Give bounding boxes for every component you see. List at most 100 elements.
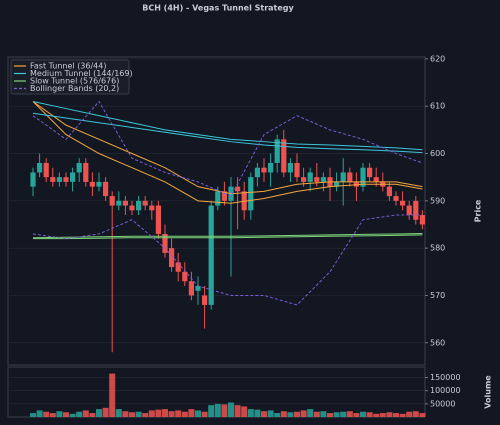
candle-body bbox=[334, 181, 340, 187]
volume-bar bbox=[366, 412, 373, 417]
volume-bar bbox=[313, 411, 320, 417]
candle-body bbox=[386, 186, 392, 197]
candle-body bbox=[103, 181, 109, 197]
volume-bar bbox=[76, 411, 83, 417]
candle-body bbox=[340, 172, 346, 182]
overlay-line bbox=[32, 101, 423, 195]
volume-bar bbox=[399, 413, 406, 417]
candle-body bbox=[122, 200, 128, 206]
y-tick-label: 580 bbox=[430, 244, 445, 253]
volume-bar bbox=[188, 409, 195, 417]
volume-bar bbox=[201, 411, 208, 417]
candle-body bbox=[281, 139, 287, 173]
volume-bar bbox=[102, 407, 109, 417]
candle-body bbox=[136, 200, 142, 211]
volume-bar bbox=[254, 409, 261, 417]
volume-bar bbox=[412, 411, 419, 417]
volume-bar bbox=[36, 410, 43, 417]
volume-bar bbox=[360, 411, 366, 417]
volume-bar bbox=[300, 410, 307, 417]
candle-body bbox=[129, 205, 135, 211]
volume-bar bbox=[82, 410, 89, 417]
candle-body bbox=[261, 167, 267, 173]
candle-body bbox=[43, 162, 49, 178]
price-panel bbox=[7, 56, 426, 366]
volume-bar bbox=[333, 412, 340, 417]
volume-bar bbox=[274, 413, 281, 417]
candle-body bbox=[182, 271, 188, 282]
y-tick-label: 620 bbox=[430, 54, 445, 63]
y-tick-label: 600 bbox=[430, 149, 445, 158]
candle-body bbox=[37, 162, 43, 173]
candle-body bbox=[320, 177, 326, 182]
volume-bar bbox=[96, 409, 102, 417]
candle-body bbox=[70, 172, 76, 182]
volume-bar bbox=[162, 409, 168, 417]
volume-bar bbox=[247, 409, 254, 417]
candle-body bbox=[76, 162, 82, 173]
volume-bar bbox=[267, 410, 274, 417]
candle-body bbox=[254, 167, 260, 178]
overlay-line bbox=[32, 100, 423, 197]
candle-body bbox=[89, 181, 95, 187]
volume-bar bbox=[373, 413, 380, 417]
volume-bar bbox=[346, 411, 353, 417]
overlay-line bbox=[32, 232, 423, 239]
legend-label: Slow Tunnel (576/676) bbox=[30, 77, 119, 86]
y-axis-label: Price bbox=[474, 199, 483, 222]
overlay-line bbox=[32, 100, 423, 151]
volume-bar bbox=[63, 412, 69, 417]
candle-body bbox=[142, 200, 148, 206]
volume-bar bbox=[142, 413, 149, 417]
candle-body bbox=[109, 196, 115, 206]
volume-bar bbox=[89, 413, 96, 417]
candle-body bbox=[175, 262, 181, 272]
volume-bar bbox=[49, 413, 56, 417]
volume-bar bbox=[379, 413, 386, 417]
volume-bar bbox=[327, 413, 333, 417]
candle-body bbox=[419, 215, 425, 225]
candle-body bbox=[307, 172, 313, 182]
candle-body bbox=[373, 177, 379, 182]
chart-title: BCH (4H) - Vegas Tunnel Strategy bbox=[142, 4, 294, 13]
candle-body bbox=[406, 205, 412, 216]
overlay-line bbox=[32, 214, 423, 306]
volume-tick-label: 100000 bbox=[430, 386, 461, 395]
volume-bar bbox=[56, 411, 63, 417]
volume-bar bbox=[109, 373, 116, 417]
volume-bar bbox=[419, 413, 426, 417]
volume-bar bbox=[181, 411, 188, 417]
candle-body bbox=[195, 285, 201, 291]
volume-bar bbox=[320, 411, 327, 417]
volume-bar bbox=[115, 409, 122, 417]
candle-body bbox=[215, 191, 221, 206]
volume-bar bbox=[234, 405, 241, 417]
volume-bar bbox=[148, 410, 155, 417]
candle-body bbox=[235, 186, 241, 192]
candle-body bbox=[149, 205, 155, 211]
candle-body bbox=[274, 139, 280, 163]
volume-bar bbox=[280, 411, 287, 417]
volume-bar bbox=[155, 409, 162, 417]
candle-body bbox=[314, 177, 320, 182]
volume-bar bbox=[69, 413, 76, 417]
volume-bar bbox=[175, 410, 182, 417]
volume-bar bbox=[168, 411, 175, 417]
volume-bar bbox=[241, 406, 248, 417]
candle-body bbox=[208, 205, 214, 305]
overlay-line bbox=[33, 234, 423, 240]
candle-body bbox=[367, 167, 373, 178]
overlay-line bbox=[32, 101, 423, 204]
candle-body bbox=[83, 162, 89, 182]
candle-body bbox=[268, 162, 274, 173]
candle-body bbox=[287, 162, 293, 173]
candle-body bbox=[30, 172, 36, 187]
y-tick-label: 560 bbox=[430, 338, 445, 347]
candle-body bbox=[202, 295, 208, 305]
volume-bar bbox=[43, 411, 50, 417]
volume-bar bbox=[129, 412, 135, 417]
volume-bar bbox=[386, 412, 393, 417]
candle-body bbox=[50, 177, 56, 182]
candle-body bbox=[393, 196, 399, 201]
y-tick-label: 610 bbox=[430, 102, 445, 111]
